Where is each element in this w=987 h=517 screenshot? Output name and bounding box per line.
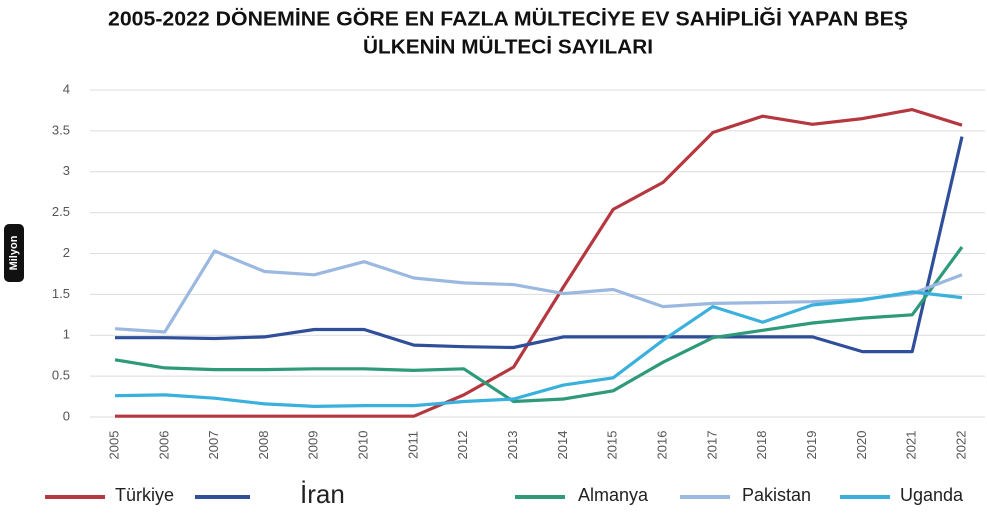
chart-title: ÜLKENİN MÜLTECİ SAYILARI xyxy=(363,35,653,58)
y-tick-label: 3 xyxy=(63,163,70,178)
legend-label: İran xyxy=(300,479,345,509)
x-tick-label: 2014 xyxy=(555,431,570,460)
x-tick-label: 2013 xyxy=(505,431,520,460)
legend-label: Türkiye xyxy=(115,485,174,505)
x-tick-label: 2015 xyxy=(605,431,620,460)
x-tick-label: 2020 xyxy=(854,431,869,460)
x-tick-label: 2019 xyxy=(804,431,819,460)
y-tick-label: 0.5 xyxy=(52,368,70,383)
series-line xyxy=(115,108,963,418)
x-tick-label: 2010 xyxy=(356,431,371,460)
y-axis-label: Milyon xyxy=(8,235,20,270)
y-label-box xyxy=(4,224,24,282)
y-tick-label: 3.5 xyxy=(52,122,70,137)
x-tick-label: 2009 xyxy=(306,431,321,460)
x-tick-label: 2016 xyxy=(654,431,669,460)
x-tick-label: 2011 xyxy=(405,431,420,459)
legend-label: Almanya xyxy=(578,485,649,505)
x-tick-label: 2007 xyxy=(206,431,221,460)
x-tick-label: 2005 xyxy=(106,431,121,460)
x-tick-label: 2021 xyxy=(904,431,919,460)
x-tick-label: 2022 xyxy=(953,431,968,460)
series-line xyxy=(115,136,964,354)
series-line xyxy=(114,290,963,408)
legend-label: Uganda xyxy=(900,485,964,505)
series-line xyxy=(114,249,963,334)
y-tick-label: 1 xyxy=(63,327,70,342)
y-tick-label: 2.5 xyxy=(52,204,70,219)
y-tick-label: 0 xyxy=(63,408,70,423)
legend-label: Pakistan xyxy=(742,485,811,505)
y-tick-label: 4 xyxy=(63,81,70,96)
y-tick-label: 2 xyxy=(63,245,70,260)
x-tick-label: 2018 xyxy=(754,431,769,460)
x-tick-label: 2006 xyxy=(156,431,171,460)
x-tick-label: 2012 xyxy=(455,431,470,460)
x-tick-label: 2017 xyxy=(704,431,719,460)
chart-title: 2005-2022 DÖNEMİNE GÖRE EN FAZLA MÜLTECİ… xyxy=(108,6,908,30)
x-tick-label: 2008 xyxy=(256,431,271,460)
y-tick-label: 1.5 xyxy=(52,286,70,301)
series-line xyxy=(114,246,964,404)
